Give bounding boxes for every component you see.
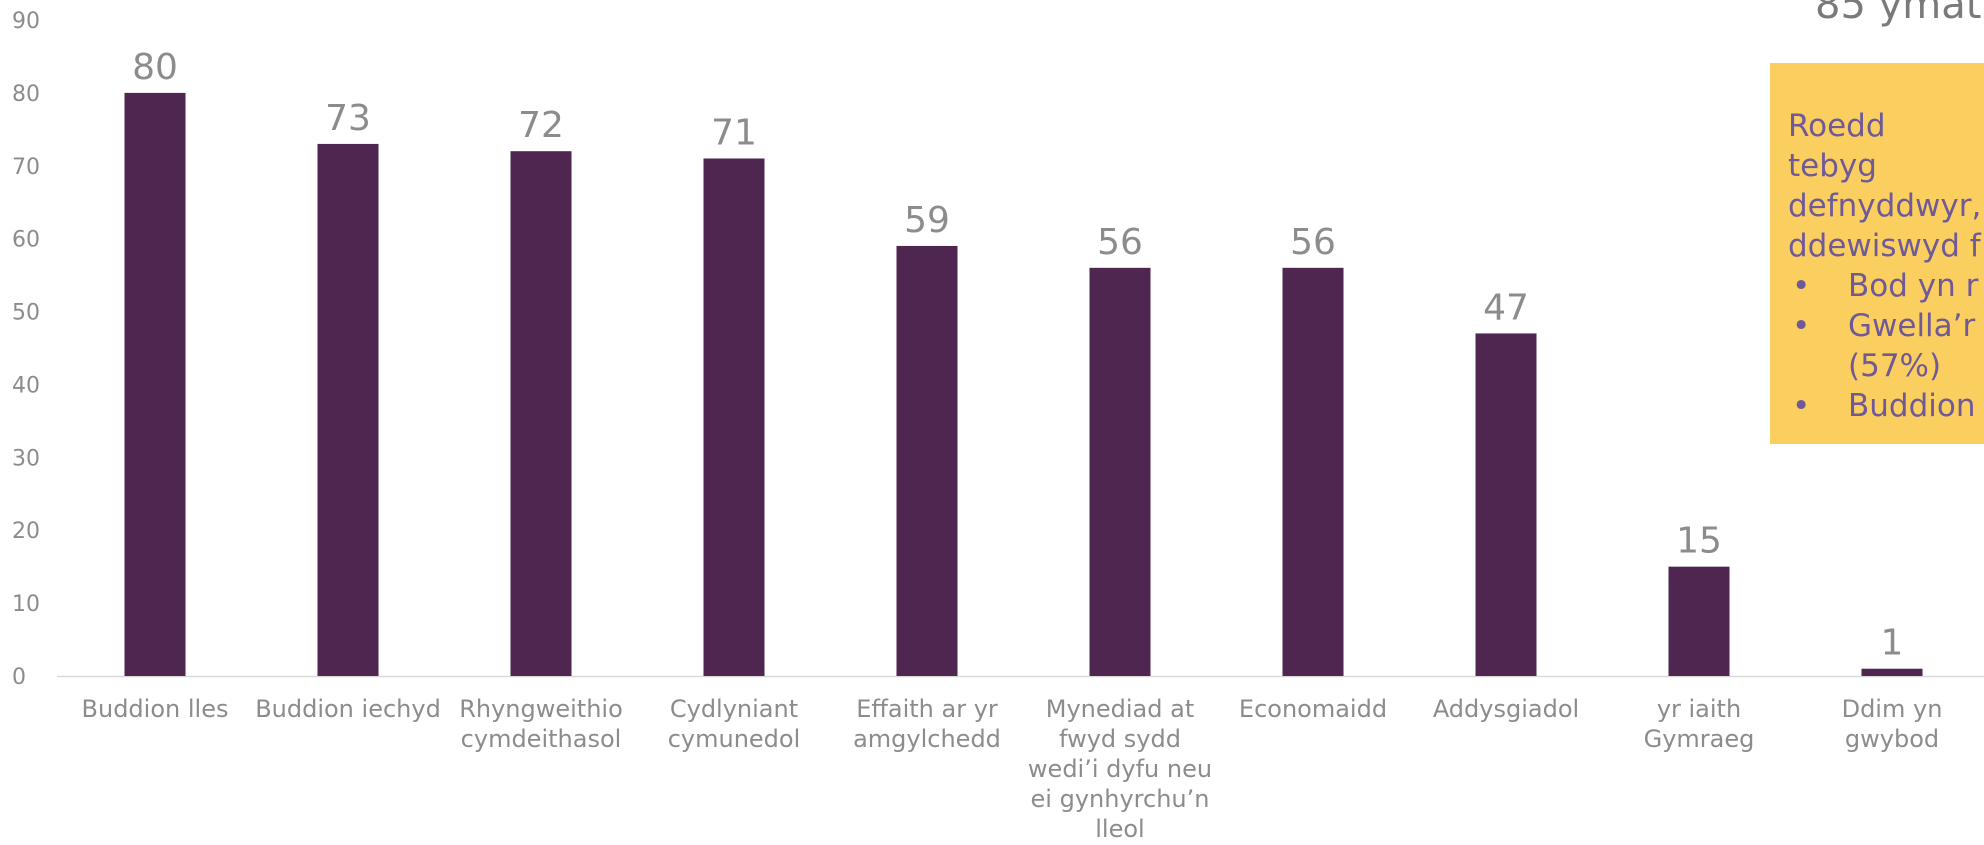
bullet-icon: • (1792, 388, 1811, 424)
x-category-label: Buddion iechyd (255, 695, 441, 723)
callout-bullet-text: Buddion (1848, 388, 1976, 424)
x-category-label: yr iaith Gymraeg (1644, 695, 1755, 753)
callout-bullet: • Bod yn r (1788, 266, 1984, 306)
data-label: 73 (325, 98, 371, 139)
y-tick-label: 10 (12, 592, 40, 617)
y-tick-label: 60 (12, 228, 40, 253)
y-tick-label: 20 (12, 519, 40, 544)
y-tick-label: 90 (12, 9, 40, 34)
callout-bullet-text: Gwella’r (57%) (1848, 308, 1976, 384)
bar (896, 245, 958, 676)
y-tick-label: 40 (12, 373, 40, 398)
page-title: 85 ymat (1815, 0, 1982, 28)
callout-bullet: • Gwella’r (57%) (1788, 306, 1984, 386)
bar (1089, 267, 1151, 676)
y-tick-label: 30 (12, 446, 40, 471)
callout-bullet-list: • Bod yn r • Gwella’r (57%) • Buddion (1788, 266, 1984, 426)
data-label: 80 (132, 47, 178, 88)
x-category-label: Mynediad at fwyd sydd wedi’i dyfu neu ei gy… (1028, 695, 1212, 843)
callout-intro: Roedd tebyg defnyddwyr, ddewiswyd f (1788, 108, 1982, 264)
data-label: 59 (904, 200, 950, 241)
bar (1668, 566, 1730, 676)
data-label: 72 (518, 105, 564, 146)
x-category-label: Addysgiadol (1433, 695, 1579, 723)
callout-bullet: • Buddion (1788, 386, 1984, 426)
y-tick-label: 0 (12, 665, 26, 690)
data-label: 71 (711, 112, 757, 153)
bar (510, 151, 572, 676)
data-label: 56 (1290, 222, 1336, 263)
bar (1475, 333, 1537, 676)
data-label: 1 (1881, 623, 1904, 664)
callout-bullet-text: Bod yn r (1848, 268, 1979, 304)
data-label: 15 (1676, 521, 1722, 562)
x-category-label: Cydlyniant cymunedol (668, 695, 801, 753)
x-category-label: Buddion lles (82, 695, 229, 723)
y-tick-label: 50 (12, 301, 40, 326)
x-category-label: Economaidd (1239, 695, 1387, 723)
x-category-label: Rhyngweithio cymdeithasol (459, 695, 623, 753)
x-category-label: Ddim yn gwybod (1842, 695, 1943, 753)
bullet-icon: • (1792, 268, 1811, 304)
bar (317, 143, 379, 676)
x-category-label: Effaith ar yr amgylchedd (853, 695, 1001, 753)
bar (124, 92, 186, 676)
data-label: 56 (1097, 222, 1143, 263)
y-tick-label: 80 (12, 82, 40, 107)
callout-box: Roedd tebyg defnyddwyr, ddewiswyd f • Bod… (1770, 63, 1984, 444)
bar (703, 158, 765, 676)
y-tick-label: 70 (12, 155, 40, 180)
data-label: 47 (1483, 287, 1529, 328)
bar (1861, 668, 1923, 676)
bar (1282, 267, 1344, 676)
bullet-icon: • (1792, 308, 1811, 344)
